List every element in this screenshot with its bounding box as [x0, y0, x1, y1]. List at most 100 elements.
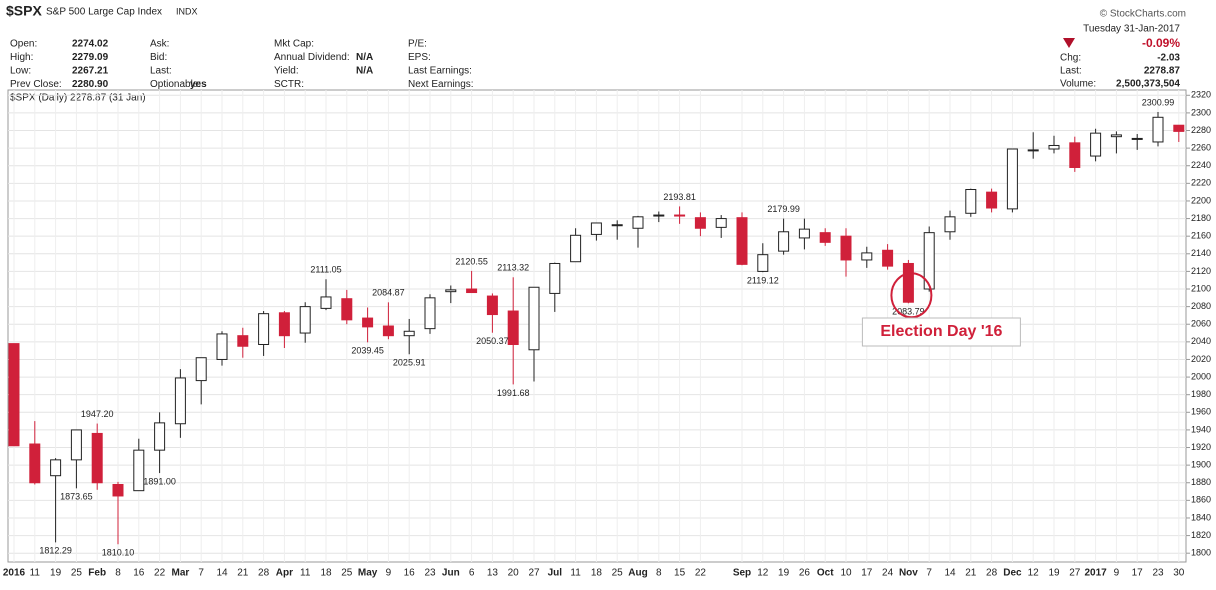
candle-body — [653, 214, 665, 217]
candle-body — [1110, 134, 1122, 138]
candle-body — [237, 335, 249, 347]
candle-body — [632, 216, 644, 229]
y-tick-label: 2040 — [1191, 336, 1211, 346]
x-tick-label: 12 — [757, 568, 769, 579]
candle-body — [70, 429, 82, 461]
x-tick-label: 22 — [154, 568, 166, 579]
field-label: Last Earnings: — [408, 66, 472, 77]
y-tick-label: 1900 — [1191, 460, 1211, 470]
callout-circle — [890, 272, 933, 319]
x-tick-label: 7 — [198, 568, 204, 579]
field-label: Last: — [150, 66, 172, 77]
x-tick-label: 2016 — [3, 568, 26, 579]
field-value: 2267.21 — [72, 66, 109, 77]
callout-box — [861, 317, 1021, 347]
candle-body — [819, 232, 831, 243]
y-tick-label: 2300 — [1191, 107, 1211, 117]
x-tick-label: 8 — [656, 568, 662, 579]
field-label: High: — [10, 52, 33, 63]
field-label: Chg: — [1060, 53, 1081, 64]
field-label: Ask: — [150, 39, 169, 50]
field-label: Optionable: — [150, 79, 201, 90]
y-tick-label: 2280 — [1191, 125, 1211, 135]
candle-body — [341, 298, 353, 321]
candle-body — [1069, 142, 1081, 168]
field-label: Bid: — [150, 52, 167, 63]
symbol: $SPX — [6, 3, 42, 19]
price-annotation: 1891.00 — [143, 476, 176, 486]
x-tick-label: 2017 — [1084, 568, 1107, 579]
y-tick-label: 2100 — [1191, 283, 1211, 293]
y-tick-label: 1800 — [1191, 548, 1211, 558]
candle-body — [424, 297, 436, 330]
x-tick-label: 18 — [320, 568, 332, 579]
callout-text: Election Day '16 — [880, 323, 1002, 340]
down-arrow — [1063, 38, 1075, 48]
y-tick-label: 1980 — [1191, 389, 1211, 399]
candle-body — [29, 443, 41, 484]
x-tick-label: Oct — [817, 568, 834, 579]
y-tick-label: 2020 — [1191, 354, 1211, 364]
candle-body — [549, 262, 561, 294]
field-value: 2280.90 — [72, 79, 109, 90]
x-tick-label: 8 — [115, 568, 121, 579]
y-tick-label: 1940 — [1191, 424, 1211, 434]
y-tick-label: 2160 — [1191, 231, 1211, 241]
x-tick-label: 25 — [71, 568, 83, 579]
candle-body — [174, 377, 186, 425]
field-label: Yield: — [274, 66, 299, 77]
x-tick-label: 19 — [1048, 568, 1060, 579]
field-value: yes — [190, 79, 207, 90]
x-tick-label: 6 — [469, 568, 475, 579]
x-tick-label: 12 — [1028, 568, 1040, 579]
x-tick-label: Mar — [172, 568, 190, 579]
candle-body — [778, 231, 790, 252]
x-tick-label: Feb — [88, 568, 106, 579]
x-tick-label: 30 — [1173, 568, 1185, 579]
x-tick-label: 25 — [612, 568, 624, 579]
candle-body — [923, 232, 935, 290]
y-tick-label: 2320 — [1191, 90, 1211, 100]
y-tick-label: 1820 — [1191, 530, 1211, 540]
field-label: SCTR: — [274, 79, 304, 90]
x-tick-label: 23 — [424, 568, 436, 579]
candle-body — [1131, 137, 1143, 140]
field-label: EPS: — [408, 52, 431, 63]
x-tick-label: 27 — [1069, 568, 1081, 579]
y-tick-label: 2260 — [1191, 142, 1211, 152]
x-tick-label: 13 — [487, 568, 499, 579]
price-annotation: 1947.20 — [81, 409, 114, 419]
candle-body — [1090, 132, 1102, 157]
x-tick-label: May — [358, 568, 378, 579]
field-label: Next Earnings: — [408, 79, 474, 90]
x-tick-label: 15 — [674, 568, 686, 579]
price-annotation: 2084.87 — [372, 288, 405, 298]
x-tick-label: Dec — [1003, 568, 1022, 579]
y-tick-label: 2200 — [1191, 195, 1211, 205]
x-tick-label: 14 — [944, 568, 956, 579]
price-annotation: 2179.99 — [767, 204, 800, 214]
x-tick-label: 10 — [840, 568, 852, 579]
x-tick-label: 21 — [237, 568, 249, 579]
candle-body — [715, 218, 727, 228]
x-tick-label: Jul — [548, 568, 563, 579]
x-tick-label: 22 — [695, 568, 707, 579]
candle-body — [403, 330, 415, 337]
x-tick-label: 19 — [50, 568, 62, 579]
candle-body — [195, 357, 207, 382]
price-annotation: 2083.79 — [892, 307, 925, 317]
candle-body — [133, 449, 145, 492]
price-annotation: 2120.55 — [455, 256, 488, 266]
field-value: N/A — [356, 66, 373, 77]
candle-body — [466, 288, 478, 294]
y-tick-label: 1920 — [1191, 442, 1211, 452]
price-annotation: 1991.68 — [497, 388, 530, 398]
date: Tuesday 31-Jan-2017 — [1083, 24, 1180, 35]
candle-body — [258, 313, 270, 345]
x-tick-label: 21 — [965, 568, 977, 579]
candle-body — [486, 295, 498, 316]
x-tick-label: Sep — [733, 568, 751, 579]
x-tick-label: 16 — [133, 568, 145, 579]
candle-body — [216, 333, 228, 360]
